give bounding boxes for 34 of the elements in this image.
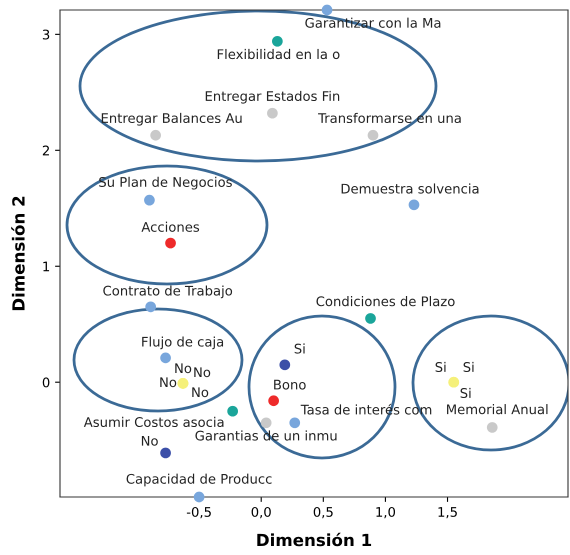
data-label: No	[175, 363, 192, 374]
y-axis-title: Dimensión 2	[11, 196, 25, 310]
data-label: Si	[464, 362, 474, 372]
x-tick-label: 0,5	[314, 506, 333, 518]
data-label: Asumir Costos asocia	[84, 416, 224, 428]
data-label: Memorial Anual	[447, 404, 548, 414]
x-axis-title: Dimensión 1	[257, 532, 372, 546]
x-tick-label: 0,0	[252, 506, 271, 518]
data-label: No	[160, 377, 176, 388]
data-label: Condiciones de Plazo	[316, 296, 455, 306]
y-tick-label: 0	[42, 377, 50, 388]
data-label: Su Plan de Negocios	[99, 176, 232, 190]
x-tick-label: 1,0	[376, 506, 396, 518]
data-label: Si	[460, 388, 471, 398]
x-tick-label: -0,5	[186, 506, 211, 518]
data-label: Flexibilidad en la o	[218, 48, 340, 60]
y-tick-label: 3	[42, 30, 50, 40]
data-label: No	[192, 387, 208, 398]
data-label: Entregar Balances Au	[102, 112, 242, 126]
data-label: No	[194, 367, 210, 378]
data-label: Contrato de Trabajo	[103, 285, 232, 298]
data-label: Entregar Estados Fin	[206, 90, 340, 104]
data-label: Transformarse en una	[318, 112, 461, 124]
y-tick-label: 1	[43, 262, 50, 272]
x-tick-label: 1,5	[438, 507, 457, 518]
data-label: Capacidad de Producc	[126, 474, 272, 486]
data-label: Bono	[274, 380, 306, 390]
data-label: Acciones	[141, 222, 200, 232]
data-label: Flujo de caja	[142, 336, 224, 350]
data-label: Si	[294, 343, 305, 354]
data-label: No	[142, 436, 158, 446]
y-tick-label: 2	[42, 146, 49, 156]
data-label: Si	[436, 362, 446, 372]
data-label: Demuestra solvencia	[342, 183, 478, 194]
